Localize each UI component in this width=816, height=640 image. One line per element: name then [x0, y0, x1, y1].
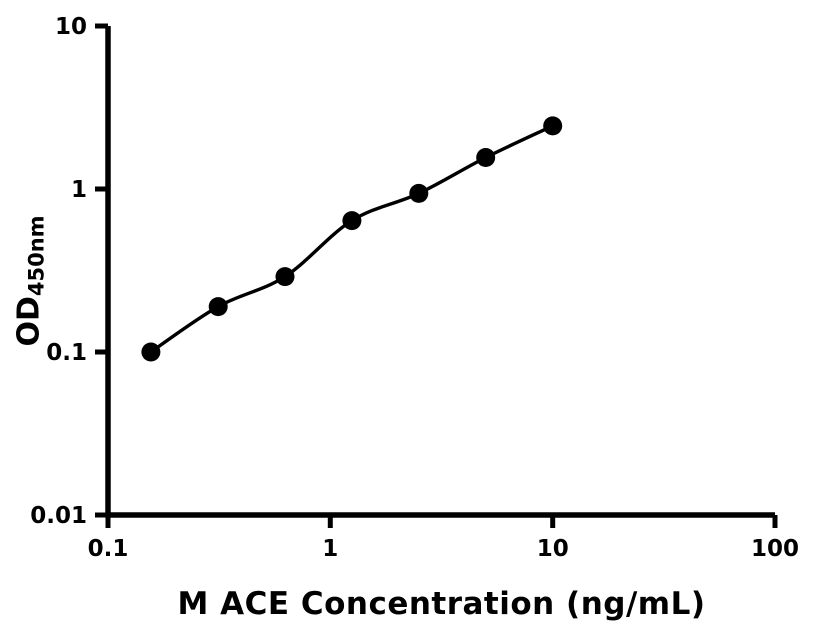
data-point	[208, 297, 228, 317]
data-point	[342, 211, 362, 231]
x-tick-label: 10	[537, 536, 569, 562]
y-axis-title-subscript: 450nm	[24, 215, 49, 297]
y-tick-label: 1	[71, 177, 87, 203]
data-point	[141, 342, 161, 362]
x-tick-label: 100	[751, 536, 799, 562]
y-axis-title-main: OD	[11, 296, 47, 347]
y-tick-label: 0.01	[30, 503, 87, 529]
x-tick-label: 0.1	[88, 536, 129, 562]
y-axis-title-text: OD450nm	[12, 215, 49, 346]
x-tick-label: 1	[322, 536, 338, 562]
data-point	[543, 116, 563, 136]
data-point	[275, 267, 295, 287]
y-tick-label: 0.1	[46, 340, 87, 366]
data-point	[409, 183, 429, 203]
data-point	[476, 148, 496, 167]
y-tick-label: 10	[55, 14, 87, 40]
axis-lines	[105, 26, 775, 518]
x-axis-title: M ACE Concentration (ng/mL)	[177, 586, 706, 622]
